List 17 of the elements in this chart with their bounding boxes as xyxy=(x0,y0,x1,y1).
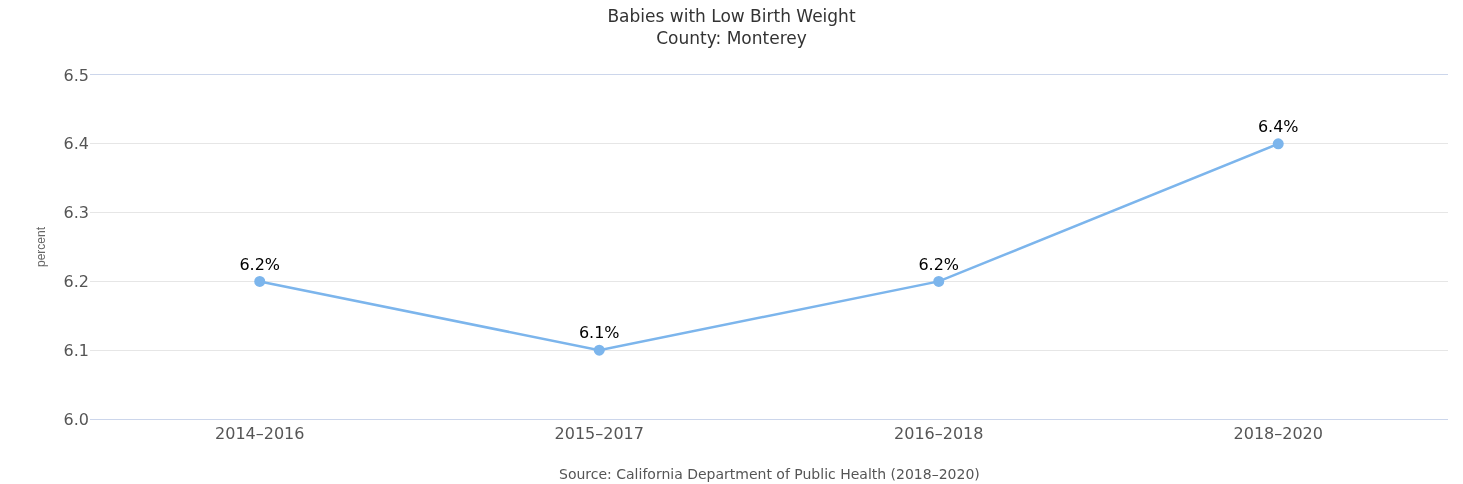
data-label: 6.2% xyxy=(918,254,960,274)
data-label: 6.1% xyxy=(578,323,620,343)
text: 6.5 xyxy=(63,65,89,85)
x-tick-label: 2014–2016 xyxy=(215,424,305,444)
x-tick-label: 2018–2020 xyxy=(1233,424,1323,444)
y-axis-title: percent xyxy=(33,226,48,268)
text: 6.4 xyxy=(63,134,89,154)
data-label: 6.2% xyxy=(239,254,281,274)
text: 6.0 xyxy=(63,409,89,429)
x-tick-label: 2016–2018 xyxy=(894,424,984,444)
text: 6.1 xyxy=(63,340,89,360)
chart-title: Babies with Low Birth Weight County: Monterey xyxy=(607,5,856,48)
source-note: Source: California Department of Public Health (2018–2020) xyxy=(559,466,980,482)
x-tick-label: 2015–2017 xyxy=(554,424,644,444)
text: 6.2 xyxy=(63,272,89,291)
data-label: 6.4% xyxy=(1257,116,1299,136)
text: 6.3 xyxy=(63,203,89,223)
